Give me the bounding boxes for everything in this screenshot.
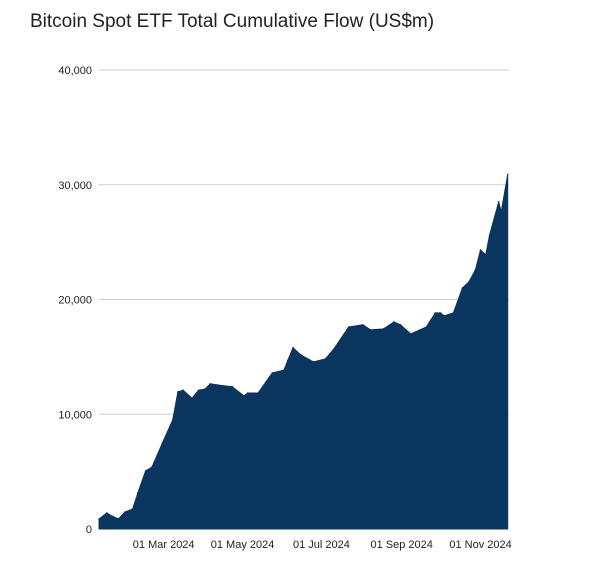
data-point [246, 392, 249, 394]
data-point [98, 518, 100, 520]
data-point [271, 372, 274, 374]
data-point [425, 326, 428, 328]
data-point [177, 391, 179, 393]
y-tick-label: 10,000 [58, 409, 92, 421]
data-point [287, 359, 289, 362]
data-point [382, 328, 385, 330]
y-tick-label: 40,000 [58, 65, 92, 77]
data-point [506, 173, 509, 176]
data-point [197, 389, 200, 391]
data-point [461, 287, 464, 289]
data-point [283, 369, 285, 371]
data-point [324, 358, 327, 360]
data-point [257, 392, 259, 394]
data-point [191, 397, 193, 399]
data-point [399, 323, 402, 326]
data-point [137, 492, 139, 494]
x-tick-label: 01 Jul 2024 [293, 539, 350, 551]
data-point [347, 326, 350, 328]
data-point [299, 354, 302, 356]
data-point [217, 384, 219, 386]
data-point [182, 389, 184, 391]
data-point [369, 329, 372, 331]
data-point [332, 349, 334, 351]
data-point [161, 442, 164, 444]
data-point [443, 315, 446, 317]
data-point [497, 201, 500, 203]
data-point [362, 323, 364, 326]
data-point [209, 383, 212, 385]
data-point [434, 312, 437, 314]
data-point [117, 518, 120, 520]
x-tick-label: 01 Sep 2024 [370, 539, 432, 551]
chart-title: Bitcoin Spot ETF Total Cumulative Flow (… [30, 11, 435, 32]
data-point [151, 466, 153, 468]
data-point [111, 515, 113, 517]
area-series [98, 173, 509, 530]
x-tick-label: 01 Nov 2024 [449, 539, 511, 551]
data-point [468, 281, 470, 283]
data-point [105, 512, 108, 514]
data-point [393, 321, 395, 323]
data-point [312, 361, 315, 363]
data-point [292, 346, 294, 349]
data-point [409, 333, 412, 335]
y-tick-label: 0 [86, 524, 92, 536]
data-point [484, 254, 487, 256]
data-point [474, 269, 477, 271]
data-point [243, 395, 245, 397]
data-point [144, 470, 147, 472]
data-point [439, 312, 442, 314]
data-point [171, 419, 174, 421]
data-point [204, 388, 206, 390]
data-point [488, 234, 491, 236]
data-point [231, 385, 234, 388]
data-point [265, 381, 267, 383]
x-tick-label: 01 Mar 2024 [133, 539, 195, 551]
y-tick-label: 20,000 [58, 295, 92, 307]
data-point [452, 312, 455, 314]
data-point [479, 249, 482, 251]
y-tick-label: 30,000 [58, 180, 92, 192]
data-point [131, 508, 134, 510]
data-point [124, 511, 126, 513]
data-point [500, 211, 503, 213]
x-tick-label: 01 May 2024 [211, 539, 275, 551]
